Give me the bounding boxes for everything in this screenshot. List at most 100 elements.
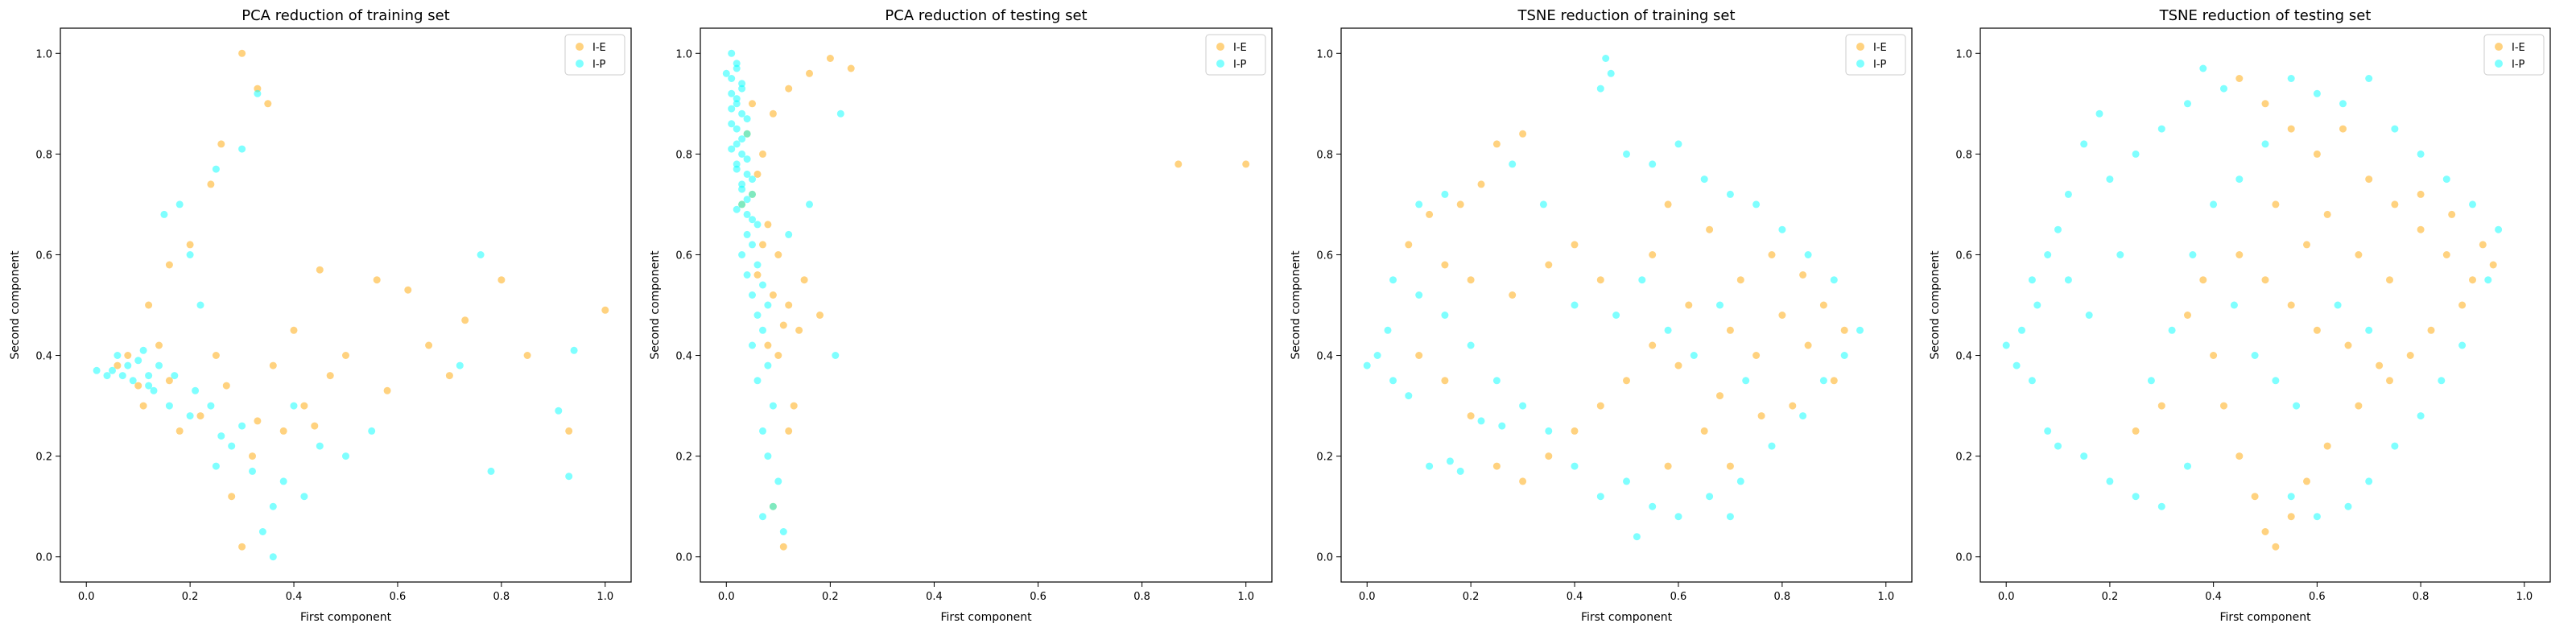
data-point-i-p: [2199, 64, 2207, 72]
data-point-i-p: [2013, 361, 2021, 369]
data-point-i-p: [155, 361, 163, 369]
data-point-i-e: [2442, 251, 2450, 258]
data-point-i-e: [2386, 377, 2393, 385]
data-point-i-p: [769, 502, 777, 510]
data-point-i-p: [2033, 301, 2041, 309]
data-point-i-p: [171, 372, 179, 380]
data-point-i-p: [774, 477, 782, 485]
data-point-i-e: [264, 100, 272, 108]
data-point-i-e: [759, 241, 766, 249]
data-point-i-e: [2287, 125, 2295, 133]
data-point-i-e: [383, 386, 391, 394]
data-point-i-p: [1840, 352, 1848, 359]
y-tick-label: 0.4: [675, 351, 692, 363]
data-point-i-e: [249, 452, 256, 460]
x-tick-label: 0.6: [1670, 591, 1687, 603]
data-point-i-e: [1596, 276, 1604, 284]
data-point-i-p: [1736, 477, 1744, 485]
legend-label-i-p: I-P: [2512, 59, 2525, 71]
x-tick-label: 1.0: [597, 591, 613, 603]
y-tick-label: 0.0: [1316, 552, 1333, 564]
data-point-i-e: [1242, 160, 1250, 168]
data-point-i-e: [373, 276, 381, 284]
data-point-i-p: [733, 95, 741, 103]
data-point-i-e: [300, 402, 308, 410]
data-point-i-e: [1726, 462, 1734, 470]
data-point-i-e: [2132, 427, 2140, 435]
data-point-i-e: [2272, 543, 2280, 551]
data-point-i-e: [2355, 402, 2363, 410]
data-point-i-p: [207, 402, 215, 410]
data-point-i-p: [2157, 502, 2165, 510]
data-point-i-p: [764, 301, 772, 309]
x-axis-label: First component: [940, 611, 1032, 624]
data-point-i-p: [477, 251, 485, 258]
y-tick-label: 0.8: [35, 149, 52, 161]
data-point-i-p: [1441, 190, 1449, 198]
data-point-i-p: [1856, 326, 1864, 334]
data-point-i-p: [2438, 377, 2446, 385]
data-point-i-p: [1706, 493, 1714, 501]
data-point-i-p: [738, 200, 746, 208]
data-point-i-p: [186, 412, 194, 420]
data-point-i-p: [196, 301, 204, 309]
data-point-i-e: [1441, 261, 1449, 269]
data-point-i-e: [2261, 528, 2269, 535]
data-point-i-e: [139, 402, 147, 410]
data-point-i-p: [487, 467, 495, 475]
data-point-i-p: [114, 352, 122, 359]
data-point-i-e: [2479, 241, 2487, 249]
data-point-i-e: [1819, 301, 1827, 309]
x-tick-label: 0.0: [1359, 591, 1376, 603]
x-tick-label: 1.0: [1877, 591, 1894, 603]
data-point-i-e: [769, 291, 777, 299]
data-point-i-e: [1674, 361, 1682, 369]
data-point-i-p: [733, 165, 741, 173]
data-point-i-e: [2251, 493, 2259, 501]
x-axis-label: First component: [2219, 611, 2311, 624]
data-point-i-e: [1405, 241, 1413, 249]
data-point-i-e: [2272, 200, 2280, 208]
data-point-i-p: [2002, 341, 2010, 349]
data-point-i-p: [93, 366, 101, 374]
data-point-i-p: [749, 241, 756, 249]
y-tick-label: 0.0: [675, 552, 692, 564]
data-point-i-e: [785, 85, 793, 93]
data-point-i-p: [192, 386, 200, 394]
data-point-i-e: [565, 427, 573, 435]
data-point-i-p: [1612, 312, 1620, 319]
data-point-i-e: [1664, 462, 1672, 470]
data-point-i-p: [2235, 175, 2244, 184]
data-point-i-e: [779, 543, 787, 551]
data-point-i-p: [743, 271, 751, 279]
data-point-i-p: [212, 165, 220, 173]
data-point-i-e: [1752, 352, 1761, 359]
data-point-i-e: [1492, 462, 1501, 470]
data-point-i-p: [186, 251, 194, 258]
y-tick-label: 0.6: [35, 250, 52, 262]
data-point-i-p: [1649, 160, 1657, 168]
data-point-i-e: [2303, 241, 2310, 249]
data-point-i-p: [785, 230, 793, 238]
y-tick-label: 0.6: [1316, 250, 1333, 262]
data-point-i-p: [1498, 422, 1506, 430]
legend-marker-i-e: [1856, 43, 1864, 51]
data-point-i-e: [238, 49, 246, 57]
data-point-i-p: [738, 80, 746, 88]
legend-label-i-e: I-E: [1873, 42, 1887, 54]
data-point-i-p: [1726, 190, 1734, 198]
data-point-i-p: [743, 115, 751, 123]
data-point-i-p: [2287, 493, 2295, 501]
data-point-i-p: [759, 326, 766, 334]
data-point-i-p: [1607, 69, 1615, 77]
data-point-i-e: [2287, 513, 2295, 521]
data-point-i-p: [1664, 326, 1672, 334]
data-point-i-e: [785, 301, 793, 309]
y-axis-label: Second component: [649, 250, 662, 360]
data-point-i-p: [2469, 200, 2476, 208]
data-point-i-p: [109, 366, 116, 374]
data-point-i-p: [456, 361, 464, 369]
data-point-i-e: [175, 427, 184, 435]
legend-marker-i-p: [1216, 60, 1224, 68]
data-point-i-e: [2427, 326, 2435, 334]
